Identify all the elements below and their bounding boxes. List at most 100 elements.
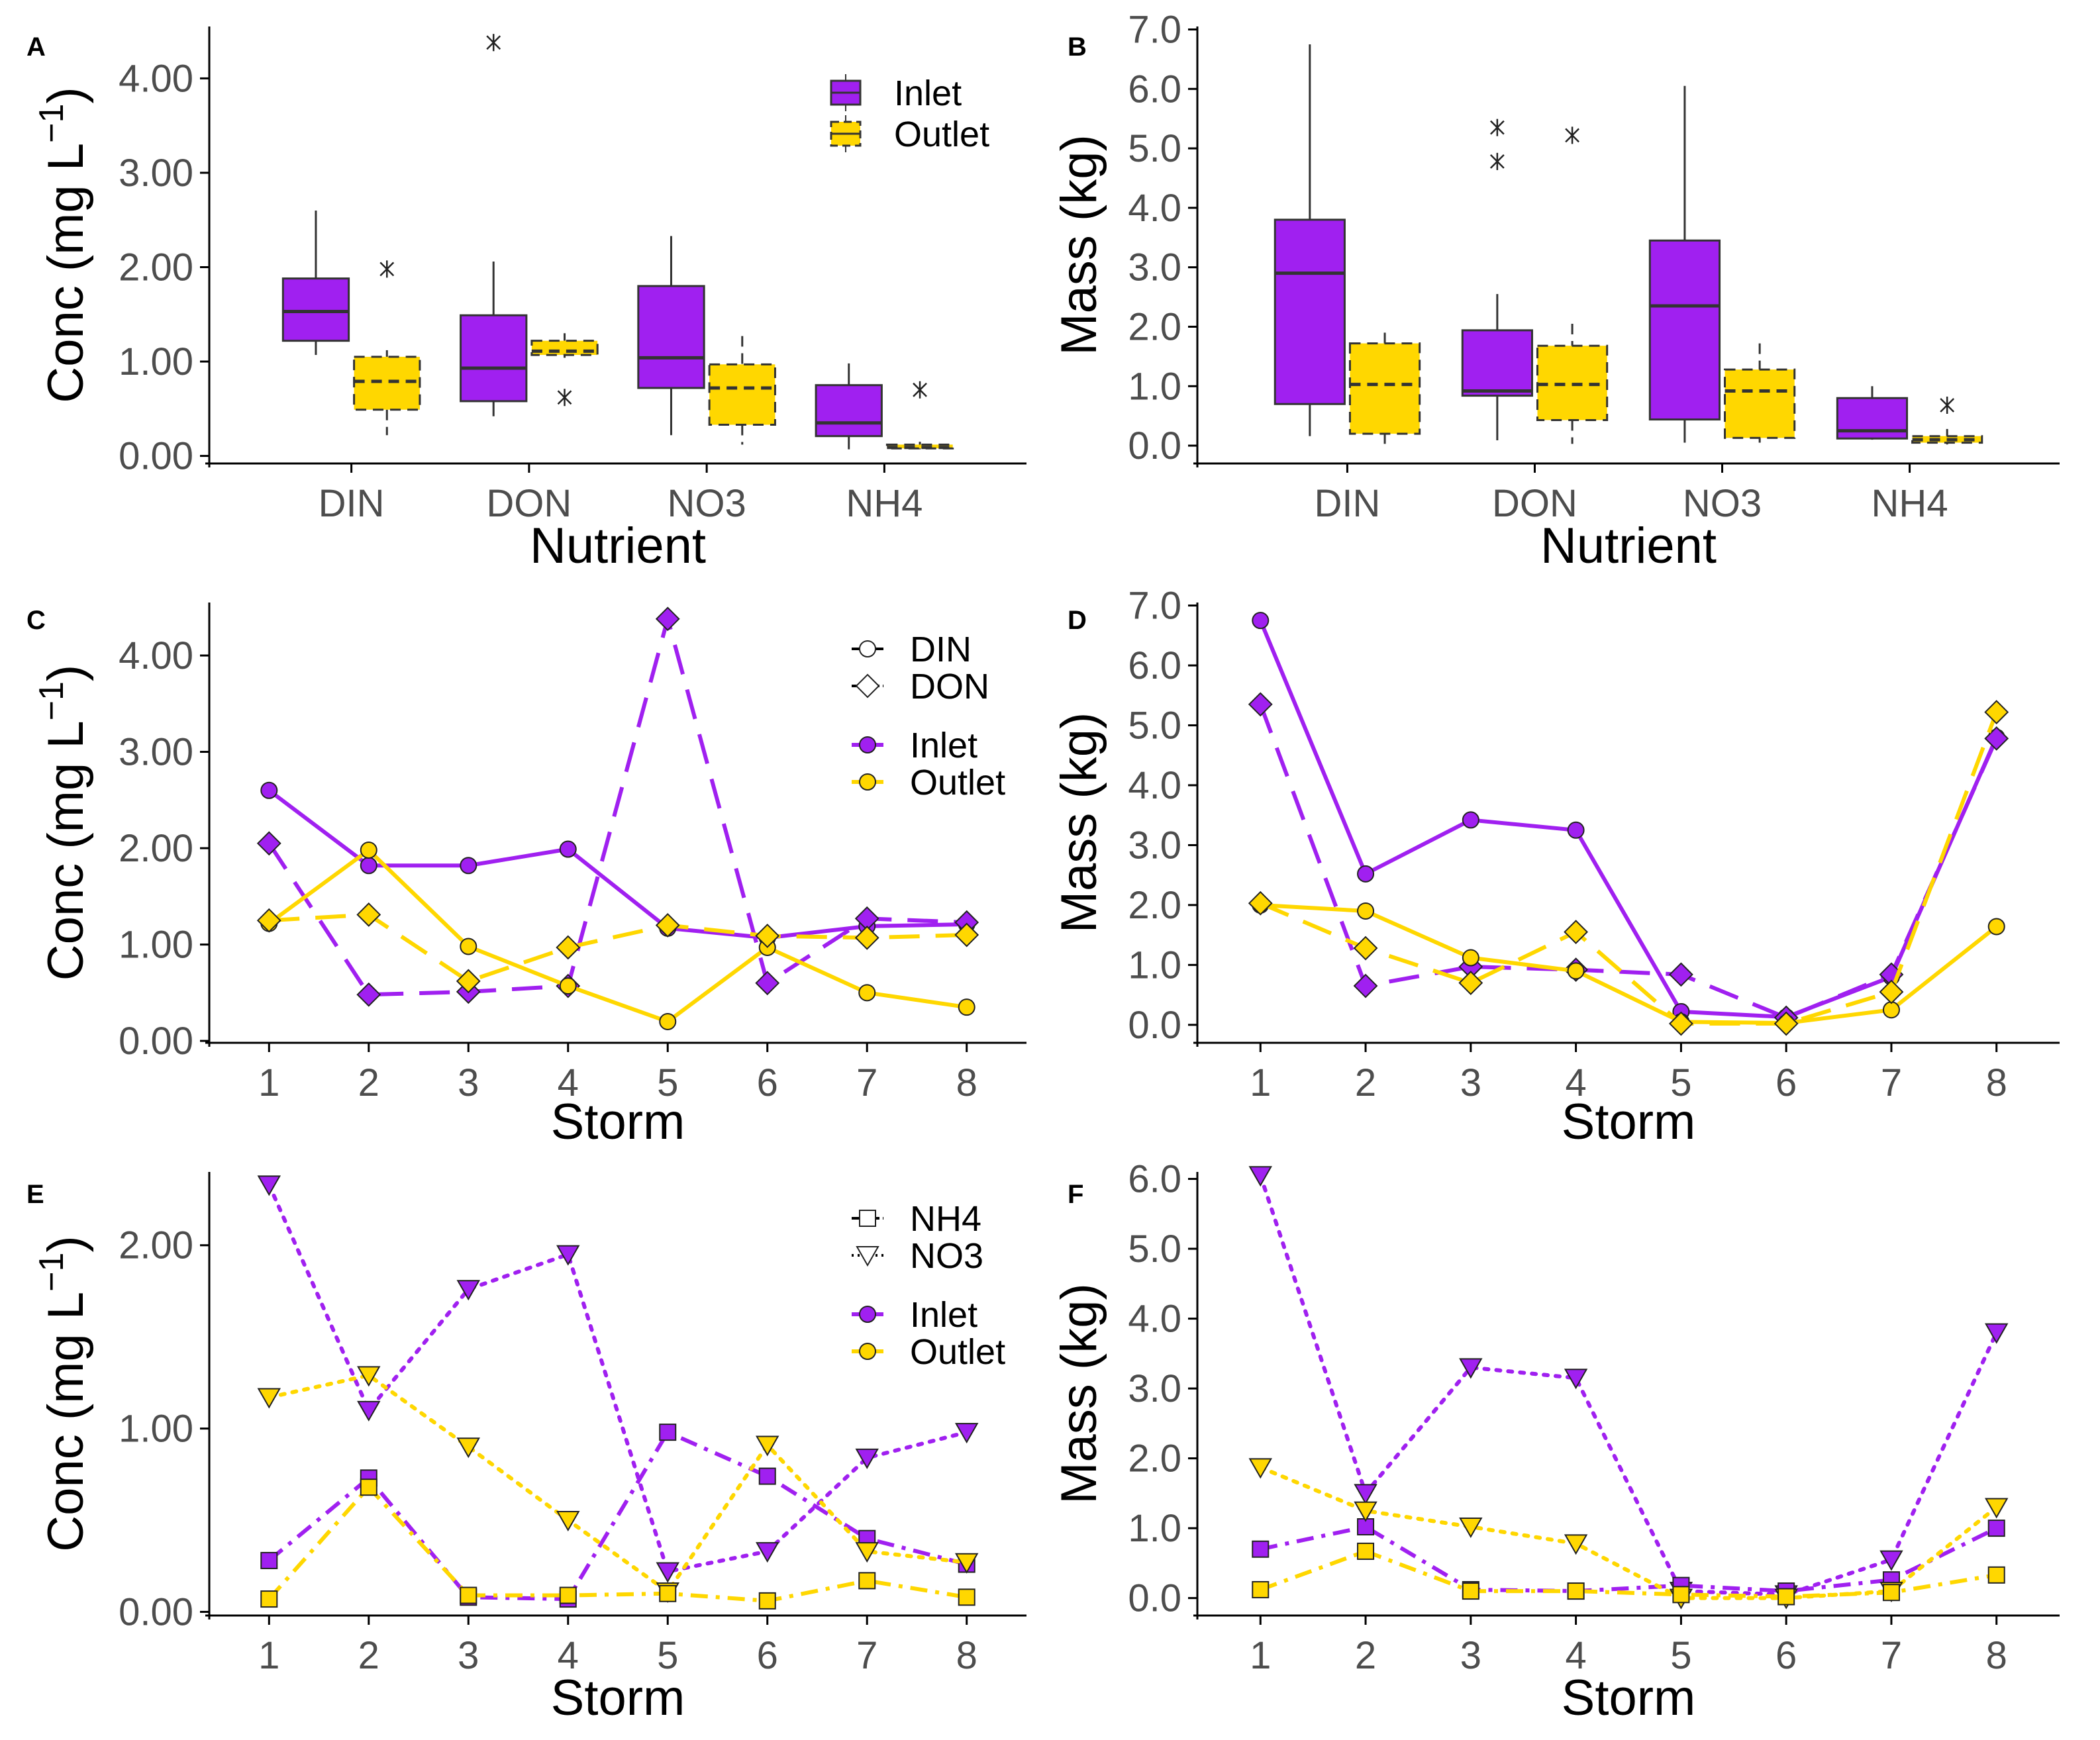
data-point	[854, 925, 879, 950]
y-tick-label: 4.0	[1128, 764, 1181, 807]
data-point	[360, 857, 377, 875]
data-point	[1458, 971, 1483, 995]
y-axis-title-superscript: −1	[32, 1253, 71, 1292]
data-point	[559, 840, 577, 858]
x-tick-label: DON	[1492, 482, 1577, 525]
x-tick-label: 8	[1986, 1061, 2007, 1104]
y-axis-title: Mass (kg)	[1051, 134, 1107, 356]
x-tick-label: 6	[1775, 1061, 1797, 1104]
panel-f: F 0.0 1.0 2.0 3.0 4.0 5.0 6.0 1 2 3 4 5 6 7 8 Storm Mass …	[1051, 1158, 2060, 1726]
y-tick-label: 5.0	[1128, 704, 1181, 747]
x-tick-label: 6	[757, 1061, 778, 1104]
data-point	[460, 1586, 477, 1604]
data-point	[360, 1478, 377, 1496]
y-tick-label: 1.0	[1128, 365, 1181, 408]
data-point	[256, 908, 281, 933]
y-tick-label: 3.00	[119, 731, 193, 774]
legend-label: Inlet	[894, 73, 962, 113]
y-tick-label: 4.00	[119, 57, 193, 100]
x-tick-label: 4	[1565, 1634, 1586, 1677]
data-point	[1987, 1520, 2005, 1537]
y-tick-label: 5.0	[1128, 1228, 1181, 1271]
data-point	[356, 982, 381, 1007]
series-don-outlet	[256, 902, 979, 994]
box-body	[885, 443, 954, 450]
x-tick-label: 4	[558, 1634, 579, 1677]
data-point	[655, 606, 680, 632]
x-tick-label: 5	[657, 1634, 678, 1677]
y-tick-label: 0.00	[119, 1590, 193, 1633]
data-point	[257, 1388, 281, 1409]
x-tick-label: 7	[856, 1061, 877, 1104]
data-point	[1882, 1584, 1900, 1602]
series-line	[1258, 1465, 1999, 1600]
x-tick-label: DIN	[1314, 482, 1380, 525]
y-tick-label: 2.00	[119, 246, 193, 289]
series-line	[1258, 1173, 1999, 1597]
data-point	[460, 938, 477, 955]
x-tick-label: 8	[956, 1634, 977, 1677]
x-tick-label: 1	[258, 1634, 279, 1677]
legend-key-point	[859, 1343, 876, 1360]
y-axis-title-close: )	[38, 87, 94, 103]
panel-letter: E	[26, 1180, 44, 1209]
y-tick-label: 2.0	[1128, 1437, 1181, 1480]
data-point	[1248, 692, 1273, 717]
series-don-outlet	[1248, 700, 2009, 1036]
x-tick-label: NO3	[1683, 482, 1762, 525]
data-point	[1357, 902, 1375, 920]
y-axis-title: Mass (kg)	[1051, 1283, 1107, 1504]
x-tick-label: DON	[486, 482, 572, 525]
data-point	[1879, 1550, 1903, 1571]
data-point	[356, 902, 381, 927]
data-point	[257, 1175, 281, 1196]
data-point	[1357, 1542, 1375, 1560]
box-outlet-no3	[708, 336, 776, 445]
data-point	[1462, 1582, 1479, 1600]
x-axis-title: Nutrient	[1540, 518, 1717, 574]
x-tick-label: 8	[956, 1061, 977, 1104]
outlier-point	[1489, 152, 1505, 170]
x-tick-label: 5	[1670, 1061, 1691, 1104]
y-axis-title-close: )	[38, 665, 94, 681]
data-point	[456, 969, 481, 994]
y-tick-label: 0.00	[119, 1020, 193, 1063]
legend-key-shape	[859, 640, 876, 657]
panel-letter: F	[1068, 1180, 1083, 1209]
y-tick-label: 4.0	[1128, 1298, 1181, 1341]
data-point	[656, 1562, 679, 1583]
x-tick-label: 5	[1670, 1634, 1691, 1677]
legend-label: Outlet	[910, 1332, 1005, 1372]
data-point	[954, 922, 979, 947]
data-point	[659, 1584, 677, 1602]
box-body	[281, 277, 350, 342]
x-tick-label: 1	[258, 1061, 279, 1104]
series-line	[1260, 711, 1999, 1026]
data-point	[1984, 726, 2009, 751]
legend-key-point	[859, 773, 876, 791]
legend-label: NO3	[910, 1236, 983, 1276]
box-body	[1348, 342, 1421, 435]
data-point	[1248, 1166, 1272, 1187]
data-point	[1462, 949, 1479, 967]
x-tick-label: 6	[1775, 1634, 1797, 1677]
y-axis-title-main: Mass (kg)	[1051, 1283, 1107, 1504]
y-axis-title-close: )	[38, 1235, 94, 1252]
y-tick-label: 7.0	[1128, 8, 1181, 51]
data-point	[456, 1437, 480, 1459]
box-body	[1461, 329, 1533, 397]
data-point	[858, 984, 876, 1002]
legend-key-point	[859, 1306, 876, 1323]
data-point	[858, 1572, 876, 1590]
box-inlet-din	[1274, 44, 1346, 436]
legend-label: Outlet	[910, 763, 1005, 802]
y-tick-label: 0.0	[1128, 1577, 1181, 1620]
data-point	[559, 1586, 577, 1604]
x-tick-label: 7	[856, 1634, 877, 1677]
box-inlet-no3	[637, 236, 705, 436]
box-body	[815, 384, 883, 438]
data-point	[556, 1511, 580, 1532]
data-point	[1984, 700, 2009, 724]
